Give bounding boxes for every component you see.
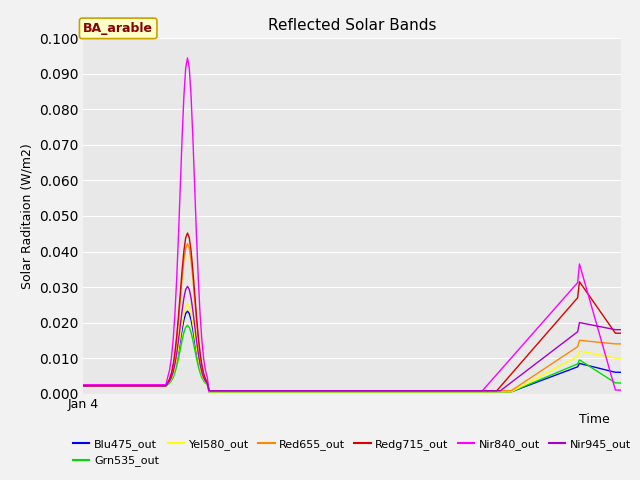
Legend: Blu475_out, Grn535_out, Yel580_out, Red655_out, Redg715_out, Nir840_out, Nir945_: Blu475_out, Grn535_out, Yel580_out, Red6… — [68, 435, 636, 471]
Text: BA_arable: BA_arable — [83, 22, 153, 35]
Y-axis label: Solar Raditaion (W/m2): Solar Raditaion (W/m2) — [20, 143, 33, 289]
Title: Reflected Solar Bands: Reflected Solar Bands — [268, 18, 436, 33]
Text: Time: Time — [579, 413, 610, 426]
